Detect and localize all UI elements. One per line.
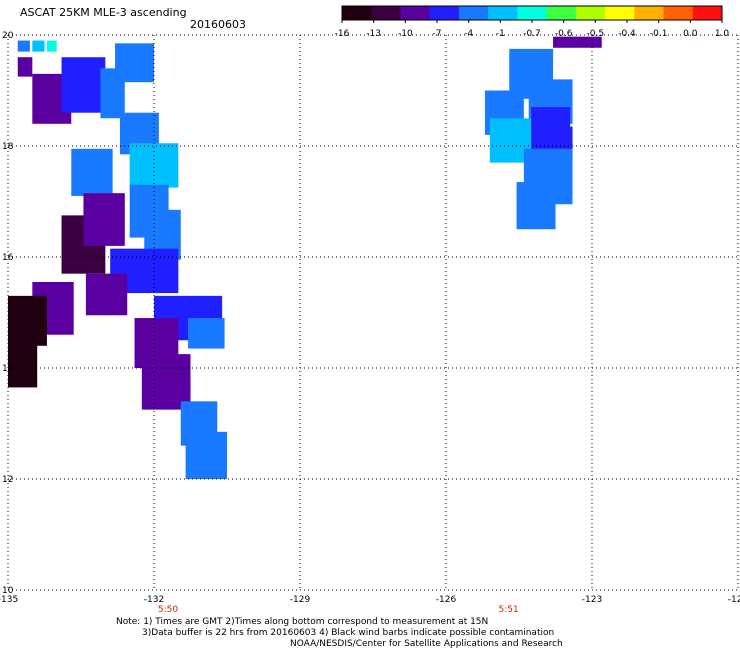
- wind-cell: [61, 57, 106, 113]
- colorbar-swatch: [663, 6, 694, 20]
- colorbar-swatch: [488, 6, 518, 20]
- colorbar-swatch: [517, 6, 548, 20]
- wind-cell: [71, 148, 113, 196]
- colorbar-tick-label: -7: [433, 29, 442, 39]
- pass-times: 5:50 5:51: [158, 605, 519, 615]
- longitude-label: -129: [290, 595, 311, 605]
- colorbar-tick-label: -0.7: [523, 29, 541, 39]
- latitude-label: 18: [2, 142, 14, 152]
- wind-cell: [17, 57, 33, 77]
- colorbar-tick-label: -16: [335, 29, 350, 39]
- wind-cell: [85, 273, 128, 316]
- longitude-label: -120: [728, 595, 740, 605]
- pass-time-label: 5:50: [158, 605, 178, 615]
- colorbar-swatch: [692, 6, 723, 20]
- colorbar-swatch: [342, 6, 372, 20]
- colorbar-swatch: [634, 6, 665, 20]
- colorbar-swatch: [575, 6, 606, 20]
- wind-cell: [83, 193, 125, 246]
- wind-cell: [32, 40, 45, 52]
- colorbar-tick-label: -0.5: [587, 29, 605, 39]
- colorbar-tick-label: -0.6: [555, 29, 573, 39]
- product-title: ASCAT 25KM MLE-3 ascending: [20, 6, 187, 19]
- wind-cell: [185, 431, 227, 479]
- latitude-label: 10: [2, 586, 14, 596]
- colorbar-swatch: [458, 6, 489, 20]
- latitude-label: 14: [2, 364, 14, 374]
- note-line-1: Note: 1) Times are GMT 2)Times along bot…: [116, 617, 489, 627]
- longitude-label: -135: [0, 595, 18, 605]
- wind-cell: [141, 354, 191, 410]
- longitude-labels: -135 -132 -129 -126 -123 -120: [0, 595, 740, 605]
- wind-cell: [17, 40, 30, 52]
- longitude-label: -132: [144, 595, 164, 605]
- colorbar-tick-label: 0.0: [683, 29, 698, 39]
- colorbar-tick-label: -13: [366, 29, 381, 39]
- product-date: 20160603: [190, 18, 246, 31]
- latitude-label: 12: [2, 475, 13, 485]
- colorbar-tick-label: -10: [398, 29, 413, 39]
- colorbar-swatch: [429, 6, 460, 20]
- latitude-label: 20: [2, 31, 14, 41]
- colorbar-swatch: [371, 6, 401, 20]
- latitude-label: 16: [2, 253, 14, 263]
- colorbar-swatch: [400, 6, 431, 20]
- wind-cell: [188, 318, 225, 349]
- note-line-3: NOAA/NESDIS/Center for Satellite Applica…: [290, 639, 563, 649]
- colorbar-tick-label: 1.0: [715, 29, 730, 39]
- longitude-label: -126: [436, 595, 457, 605]
- colorbar-tick-label: -0.4: [618, 29, 636, 39]
- colorbar-tick-label: -1: [496, 29, 505, 39]
- longitude-label: -123: [582, 595, 602, 605]
- colorbar-labels: -16 -13 -10 -7 -4 -1 -0.7 -0.6 -0.5 -0.4 -0.1 0.0 1.…: [335, 29, 730, 39]
- colorbar-tick-label: -0.1: [650, 29, 668, 39]
- note-line-2: 3)Data buffer is 22 hrs from 20160603 4)…: [142, 628, 555, 638]
- lat-lon-grid: [7, 34, 739, 591]
- swath-cells: [8, 36, 602, 479]
- latitude-labels: 10 12 14 16 18 20: [2, 31, 14, 596]
- colorbar: [341, 5, 723, 23]
- wind-cell: [8, 340, 38, 388]
- wind-cell: [553, 36, 602, 48]
- wind-cell: [115, 43, 154, 83]
- colorbar-swatch: [546, 6, 577, 20]
- pass-time-label: 5:51: [499, 605, 519, 615]
- colorbar-tick-label: -4: [464, 29, 473, 39]
- wind-cell: [516, 182, 556, 230]
- wind-cell: [46, 40, 57, 52]
- colorbar-swatch: [605, 6, 635, 20]
- wind-cell: [8, 295, 47, 346]
- wind-cell: [129, 143, 179, 188]
